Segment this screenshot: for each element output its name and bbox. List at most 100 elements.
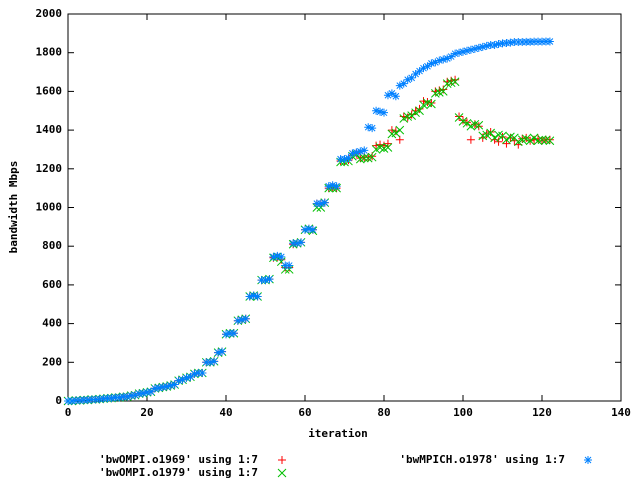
data-point (490, 135, 499, 144)
y-tick-label: 2000 (36, 7, 63, 20)
data-point (261, 276, 270, 285)
data-point (285, 261, 294, 270)
data-point (387, 126, 396, 135)
legend-marker (584, 456, 592, 464)
data-point (459, 47, 467, 56)
y-tick-label: 800 (42, 239, 62, 252)
data-point (451, 75, 460, 84)
data-point (198, 368, 207, 377)
data-point (439, 85, 448, 94)
y-tick-label: 1200 (36, 162, 63, 175)
data-point (158, 383, 167, 392)
data-point (466, 135, 475, 144)
data-point (340, 155, 349, 164)
data-point (545, 135, 554, 144)
legend-marker (277, 468, 287, 478)
data-point (439, 55, 448, 64)
data-point (320, 198, 329, 207)
data-point (352, 148, 361, 157)
data-point (241, 314, 250, 323)
x-tick-label: 0 (65, 406, 72, 419)
data-point (391, 92, 400, 101)
data-point (273, 251, 282, 260)
x-tick-label: 140 (611, 406, 631, 419)
data-point (308, 225, 317, 234)
data-point (395, 125, 405, 135)
data-point (541, 135, 551, 145)
data-point (435, 56, 444, 65)
data-point (162, 382, 171, 391)
legend-label: 'bwMPICH.o1978' using 1:7 (399, 453, 565, 466)
data-point (545, 37, 554, 46)
y-tick-label: 0 (55, 394, 62, 407)
data-point (293, 239, 302, 248)
data-point (107, 394, 116, 403)
data-point (297, 238, 306, 247)
data-point (545, 136, 555, 146)
data-point (150, 384, 159, 393)
data-point (451, 49, 460, 58)
data-point (506, 38, 515, 47)
data-point (391, 128, 401, 138)
data-point (360, 146, 369, 155)
data-point (407, 73, 416, 82)
data-point (478, 133, 487, 142)
data-point (218, 347, 227, 356)
data-point (178, 375, 187, 384)
x-tick-label: 120 (532, 406, 552, 419)
data-point (344, 154, 353, 163)
data-point (518, 134, 527, 143)
data-point (123, 392, 132, 401)
x-tick-label: 40 (219, 406, 232, 419)
data-point (466, 45, 475, 54)
data-point (222, 330, 230, 339)
y-tick-label: 1800 (36, 46, 63, 59)
data-point (131, 391, 140, 400)
y-tick-label: 400 (42, 317, 62, 330)
data-point (490, 133, 499, 143)
data-point (470, 44, 479, 53)
data-point (387, 89, 396, 98)
data-point (427, 59, 436, 68)
data-point (407, 111, 417, 120)
data-point (328, 181, 337, 190)
data-point (348, 149, 357, 158)
data-point (502, 139, 511, 148)
data-point (423, 62, 432, 71)
data-point (376, 107, 385, 116)
data-point (190, 369, 199, 378)
data-point (269, 252, 278, 261)
data-point (462, 46, 471, 55)
data-point (403, 75, 412, 84)
data-point (383, 139, 392, 148)
data-point (383, 143, 393, 152)
data-point (253, 292, 262, 301)
data-point (265, 275, 274, 284)
data-point (146, 387, 155, 396)
data-point (482, 41, 491, 50)
data-point (383, 91, 392, 100)
y-tick-label: 1000 (36, 201, 63, 214)
data-point (237, 315, 246, 324)
data-point (154, 383, 163, 392)
data-point (462, 118, 472, 128)
data-point (277, 252, 286, 261)
data-point (380, 108, 388, 117)
data-point (233, 316, 242, 325)
x-tick-label: 20 (140, 406, 153, 419)
data-point (186, 372, 195, 381)
data-point (494, 39, 503, 48)
x-tick-label: 100 (453, 406, 473, 419)
data-point (143, 388, 151, 397)
data-point (170, 380, 179, 389)
data-point (411, 106, 420, 115)
data-point (399, 79, 408, 88)
data-point (210, 357, 219, 366)
data-point (525, 136, 535, 146)
data-point (395, 135, 404, 144)
data-point (245, 292, 254, 301)
data-point (214, 348, 223, 357)
data-point (411, 69, 420, 78)
data-point (431, 58, 440, 67)
